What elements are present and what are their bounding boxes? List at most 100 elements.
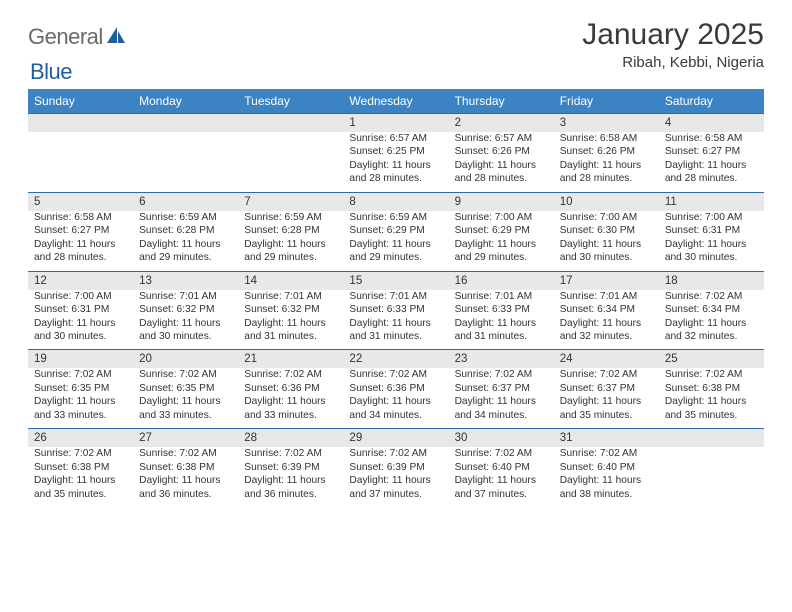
calendar-day-cell: 26Sunrise: 7:02 AMSunset: 6:38 PMDayligh…: [28, 429, 133, 507]
day-detail-line: Daylight: 11 hours: [349, 238, 442, 251]
day-detail-line: and 33 minutes.: [139, 409, 232, 422]
day-detail-line: Sunset: 6:29 PM: [349, 224, 442, 237]
day-detail-line: Daylight: 11 hours: [560, 238, 653, 251]
day-detail-line: Daylight: 11 hours: [455, 474, 548, 487]
title-block: January 2025 Ribah, Kebbi, Nigeria: [582, 18, 764, 71]
weekday-header-cell: Thursday: [449, 89, 554, 114]
day-details: Sunrise: 7:02 AMSunset: 6:37 PMDaylight:…: [449, 368, 554, 428]
day-detail-line: and 33 minutes.: [34, 409, 127, 422]
day-details: Sunrise: 6:57 AMSunset: 6:26 PMDaylight:…: [449, 132, 554, 192]
day-details: Sunrise: 6:58 AMSunset: 6:26 PMDaylight:…: [554, 132, 659, 192]
day-detail-line: Sunrise: 7:02 AM: [665, 290, 758, 303]
calendar-day-cell: 11Sunrise: 7:00 AMSunset: 6:31 PMDayligh…: [659, 192, 764, 271]
day-detail-line: Sunset: 6:32 PM: [139, 303, 232, 316]
day-details: Sunrise: 6:59 AMSunset: 6:29 PMDaylight:…: [343, 211, 448, 271]
calendar-week-row: 26Sunrise: 7:02 AMSunset: 6:38 PMDayligh…: [28, 429, 764, 507]
day-detail-line: and 28 minutes.: [349, 172, 442, 185]
calendar-page: General January 2025 Ribah, Kebbi, Niger…: [0, 0, 792, 517]
day-detail-line: Sunrise: 7:02 AM: [665, 368, 758, 381]
weekday-header-cell: Sunday: [28, 89, 133, 114]
day-number: [659, 429, 764, 447]
day-detail-line: Sunset: 6:29 PM: [455, 224, 548, 237]
weekday-header-cell: Tuesday: [238, 89, 343, 114]
calendar-day-cell: 2Sunrise: 6:57 AMSunset: 6:26 PMDaylight…: [449, 114, 554, 193]
day-detail-line: Sunset: 6:27 PM: [665, 145, 758, 158]
day-number: 25: [659, 350, 764, 368]
day-number: 16: [449, 272, 554, 290]
day-detail-line: Sunset: 6:32 PM: [244, 303, 337, 316]
calendar-day-cell: 1Sunrise: 6:57 AMSunset: 6:25 PMDaylight…: [343, 114, 448, 193]
day-details: Sunrise: 7:01 AMSunset: 6:32 PMDaylight:…: [133, 290, 238, 350]
day-details: Sunrise: 7:02 AMSunset: 6:34 PMDaylight:…: [659, 290, 764, 350]
day-detail-line: and 28 minutes.: [560, 172, 653, 185]
day-detail-line: Daylight: 11 hours: [34, 474, 127, 487]
day-number: [133, 114, 238, 132]
calendar-day-cell: 13Sunrise: 7:01 AMSunset: 6:32 PMDayligh…: [133, 271, 238, 350]
day-details: Sunrise: 7:02 AMSunset: 6:36 PMDaylight:…: [343, 368, 448, 428]
day-detail-line: Daylight: 11 hours: [139, 395, 232, 408]
day-details: Sunrise: 7:02 AMSunset: 6:38 PMDaylight:…: [28, 447, 133, 507]
calendar-day-cell: 28Sunrise: 7:02 AMSunset: 6:39 PMDayligh…: [238, 429, 343, 507]
day-details: Sunrise: 6:59 AMSunset: 6:28 PMDaylight:…: [238, 211, 343, 271]
day-detail-line: Sunset: 6:39 PM: [349, 461, 442, 474]
day-number: 20: [133, 350, 238, 368]
calendar-week-row: 1Sunrise: 6:57 AMSunset: 6:25 PMDaylight…: [28, 114, 764, 193]
day-number: 13: [133, 272, 238, 290]
day-detail-line: Daylight: 11 hours: [139, 474, 232, 487]
day-detail-line: Sunrise: 6:58 AM: [560, 132, 653, 145]
day-detail-line: Sunrise: 7:02 AM: [139, 368, 232, 381]
day-details: Sunrise: 7:01 AMSunset: 6:34 PMDaylight:…: [554, 290, 659, 350]
day-detail-line: Daylight: 11 hours: [665, 238, 758, 251]
day-detail-line: and 31 minutes.: [455, 330, 548, 343]
day-detail-line: Sunset: 6:26 PM: [455, 145, 548, 158]
calendar-day-cell: [238, 114, 343, 193]
day-detail-line: and 36 minutes.: [139, 488, 232, 501]
day-number: 5: [28, 193, 133, 211]
day-detail-line: Sunrise: 7:01 AM: [244, 290, 337, 303]
day-detail-line: Sunset: 6:35 PM: [139, 382, 232, 395]
day-details: Sunrise: 7:02 AMSunset: 6:38 PMDaylight:…: [133, 447, 238, 507]
day-detail-line: Sunset: 6:36 PM: [244, 382, 337, 395]
day-detail-line: and 34 minutes.: [349, 409, 442, 422]
day-detail-line: Sunrise: 7:02 AM: [34, 368, 127, 381]
calendar-day-cell: [133, 114, 238, 193]
logo-text-blue: Blue: [30, 59, 72, 84]
day-detail-line: and 28 minutes.: [455, 172, 548, 185]
day-detail-line: Sunrise: 7:01 AM: [560, 290, 653, 303]
day-detail-line: Sunset: 6:38 PM: [139, 461, 232, 474]
day-details: Sunrise: 7:02 AMSunset: 6:39 PMDaylight:…: [343, 447, 448, 507]
day-detail-line: and 30 minutes.: [34, 330, 127, 343]
day-details: Sunrise: 7:01 AMSunset: 6:32 PMDaylight:…: [238, 290, 343, 350]
day-number: 14: [238, 272, 343, 290]
day-detail-line: Sunrise: 7:01 AM: [349, 290, 442, 303]
day-detail-line: and 30 minutes.: [139, 330, 232, 343]
day-number: 9: [449, 193, 554, 211]
day-detail-line: Daylight: 11 hours: [34, 395, 127, 408]
day-detail-line: and 30 minutes.: [665, 251, 758, 264]
day-number: 6: [133, 193, 238, 211]
day-number: 26: [28, 429, 133, 447]
day-number: 31: [554, 429, 659, 447]
day-detail-line: Sunset: 6:40 PM: [560, 461, 653, 474]
day-detail-line: and 29 minutes.: [455, 251, 548, 264]
day-detail-line: Sunset: 6:26 PM: [560, 145, 653, 158]
day-detail-line: Daylight: 11 hours: [139, 238, 232, 251]
day-detail-line: Sunset: 6:34 PM: [560, 303, 653, 316]
day-detail-line: and 34 minutes.: [455, 409, 548, 422]
day-detail-line: Sunrise: 6:57 AM: [349, 132, 442, 145]
day-number: 1: [343, 114, 448, 132]
day-number: 29: [343, 429, 448, 447]
day-detail-line: Sunrise: 6:59 AM: [349, 211, 442, 224]
day-detail-line: Sunset: 6:38 PM: [665, 382, 758, 395]
weekday-header-cell: Wednesday: [343, 89, 448, 114]
calendar-day-cell: 23Sunrise: 7:02 AMSunset: 6:37 PMDayligh…: [449, 350, 554, 429]
day-number: 7: [238, 193, 343, 211]
day-details: Sunrise: 7:02 AMSunset: 6:40 PMDaylight:…: [449, 447, 554, 507]
day-number: 22: [343, 350, 448, 368]
weekday-header-cell: Saturday: [659, 89, 764, 114]
day-detail-line: Sunrise: 7:00 AM: [665, 211, 758, 224]
logo-text-general: General: [28, 24, 103, 50]
calendar-day-cell: 12Sunrise: 7:00 AMSunset: 6:31 PMDayligh…: [28, 271, 133, 350]
day-detail-line: Daylight: 11 hours: [34, 317, 127, 330]
weekday-header-cell: Friday: [554, 89, 659, 114]
